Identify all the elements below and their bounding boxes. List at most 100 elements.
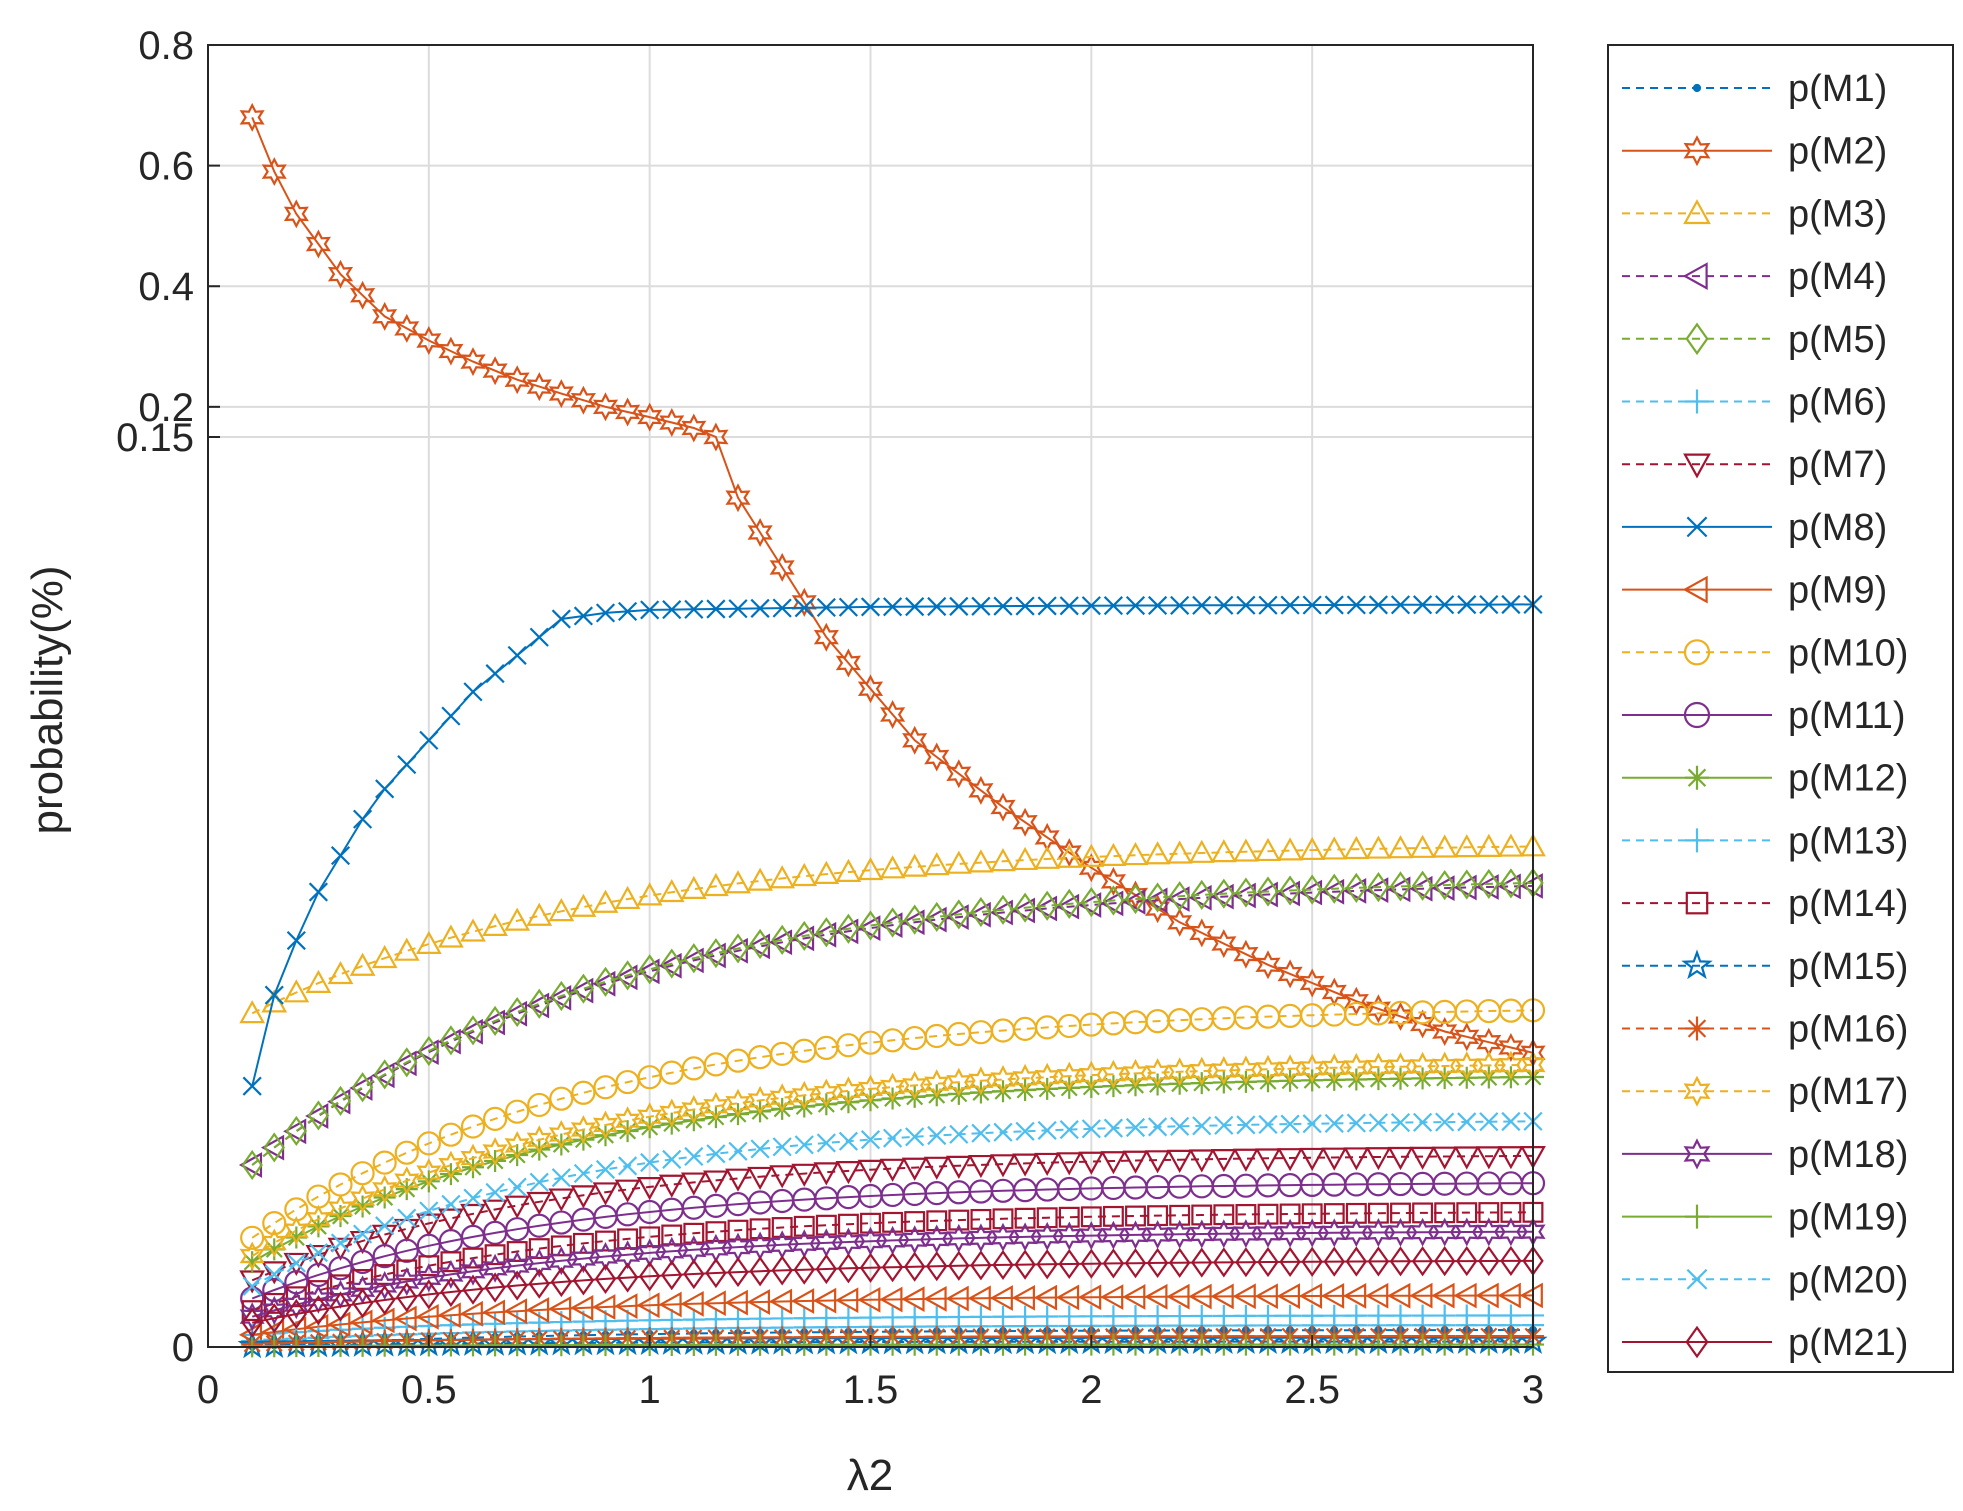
data-point [1078, 1060, 1104, 1090]
data-point [1102, 885, 1125, 916]
data-point [1100, 1284, 1124, 1310]
data-point [615, 397, 641, 427]
data-point [1014, 1333, 1037, 1356]
data-point [350, 1249, 375, 1275]
data-point [1210, 839, 1237, 863]
data-point [992, 894, 1014, 925]
data-point [1100, 1059, 1126, 1089]
data-point [1233, 838, 1259, 862]
data-point [948, 1250, 970, 1281]
data-point [1080, 1206, 1102, 1228]
data-point [1258, 595, 1278, 615]
data-point [705, 938, 727, 969]
legend-label: p(M6) [1788, 382, 1887, 424]
data-point [703, 1052, 729, 1077]
data-point [790, 1288, 815, 1314]
data-point [1146, 882, 1169, 913]
data-point [506, 996, 528, 1028]
data-point [838, 1131, 858, 1151]
data-point [1387, 876, 1411, 903]
data-point [285, 1286, 307, 1308]
data-point [371, 1224, 398, 1248]
data-point [703, 872, 729, 897]
data-point [1498, 1033, 1524, 1063]
data-point [1324, 595, 1344, 615]
data-point [572, 1334, 595, 1357]
data-point [1343, 1147, 1370, 1171]
series-pm21 [241, 1245, 1544, 1338]
data-point [1232, 882, 1256, 909]
data-point [636, 1177, 663, 1201]
data-point [548, 1188, 575, 1212]
data-point [1167, 907, 1193, 937]
data-point [462, 1334, 484, 1357]
data-point [1011, 897, 1035, 924]
data-point [680, 875, 707, 900]
data-point [1410, 1051, 1436, 1081]
data-point [924, 1224, 950, 1254]
data-point [550, 980, 573, 1012]
series-line [252, 1259, 1533, 1324]
data-point [948, 1209, 970, 1231]
data-point [636, 1292, 660, 1319]
data-point [727, 1256, 749, 1288]
data-point [548, 1246, 574, 1276]
data-point [592, 1294, 616, 1320]
data-point [859, 910, 882, 941]
data-point [1166, 840, 1193, 864]
data-point [418, 1279, 440, 1310]
data-point [1233, 1148, 1259, 1172]
data-point [1033, 1284, 1058, 1311]
data-point [529, 1172, 549, 1192]
data-point [550, 1334, 573, 1357]
data-point [793, 1254, 815, 1285]
legend-item: p(M8) [1622, 507, 1887, 549]
data-point [1188, 1149, 1215, 1173]
data-point [903, 1333, 926, 1356]
data-point [1189, 918, 1215, 948]
data-point [658, 1291, 682, 1318]
y-tick-label: 0.15 [116, 416, 194, 460]
data-point [1389, 1246, 1412, 1277]
y-tick-label: 0.6 [138, 145, 194, 189]
data-point [241, 1307, 263, 1338]
data-point [903, 904, 926, 935]
data-point [1435, 595, 1455, 615]
legend-box [1607, 44, 1954, 1373]
data-point [680, 1290, 704, 1317]
data-point [1081, 596, 1101, 616]
data-point [1519, 873, 1543, 899]
data-point [1320, 1283, 1345, 1309]
data-point [438, 1122, 464, 1147]
data-point [747, 867, 773, 891]
data-point [1056, 1221, 1082, 1251]
data-point [1100, 1151, 1127, 1175]
data-point [1457, 595, 1477, 615]
data-point [549, 1086, 574, 1111]
data-point [1034, 1062, 1060, 1092]
legend-label: p(M1) [1788, 68, 1887, 110]
data-point [768, 1288, 793, 1315]
data-point [1125, 1117, 1146, 1138]
data-point [573, 606, 593, 626]
data-point [990, 1222, 1016, 1252]
data-point [1189, 1056, 1215, 1086]
data-point [351, 1288, 374, 1319]
data-point [1055, 893, 1080, 920]
data-point [1034, 1221, 1060, 1251]
data-point [570, 893, 597, 917]
data-point [1015, 1121, 1035, 1141]
data-point [702, 1290, 726, 1317]
data-point [992, 1208, 1014, 1230]
data-point [968, 775, 994, 805]
data-point [1413, 595, 1433, 615]
data-point [728, 1141, 748, 1161]
data-point [416, 1158, 442, 1188]
data-point [570, 385, 596, 415]
data-point [1686, 516, 1708, 538]
data-point [638, 1261, 661, 1292]
data-point [419, 730, 439, 750]
data-point [835, 1161, 862, 1185]
data-point [640, 600, 660, 620]
data-point [482, 356, 508, 386]
